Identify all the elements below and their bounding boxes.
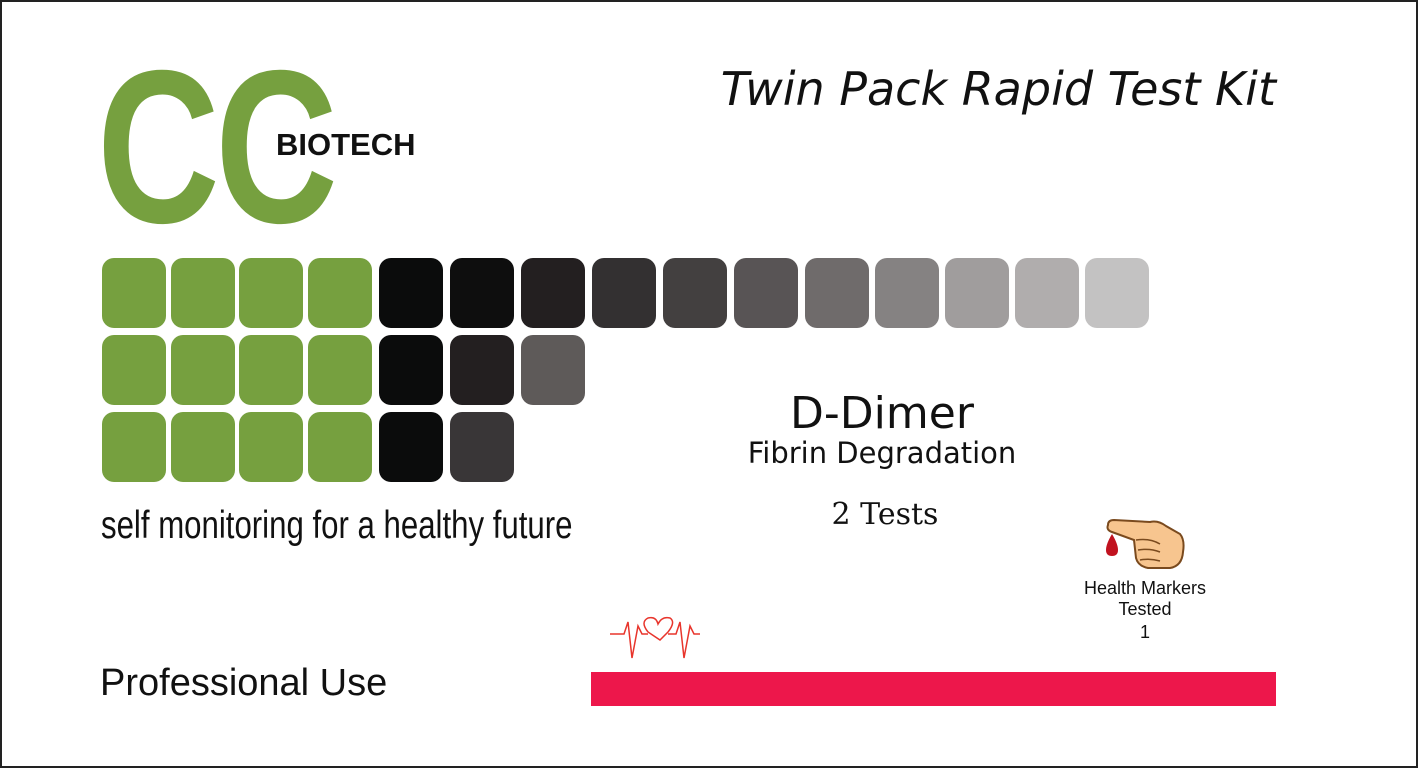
- heartbeat-left: [610, 621, 648, 659]
- heart: [643, 616, 674, 641]
- health-markers-label: Health Markers Tested: [1084, 578, 1206, 619]
- usage: Professional Use: [100, 662, 387, 704]
- square-grid: [102, 258, 1149, 482]
- finger-prick-icon: [1106, 518, 1185, 569]
- tagline: self monitoring for a healthy future: [101, 504, 572, 547]
- title: Twin Pack Rapid Test Kit: [721, 62, 1278, 116]
- health-markers-line: Tested: [1118, 599, 1171, 619]
- product-subtitle: Fibrin Degradation: [748, 436, 1017, 470]
- green-squares: [102, 258, 372, 482]
- accent-bar: [591, 672, 1276, 706]
- logo-name: BIOTECH: [276, 127, 416, 162]
- test-count: 2 Tests: [832, 497, 939, 532]
- product-name: D-Dimer: [790, 388, 975, 439]
- health-markers-line: Health Markers: [1084, 578, 1206, 598]
- tagline-group: self monitoring for a healthy future: [101, 504, 572, 547]
- health-markers-count: 1: [1140, 622, 1150, 642]
- logo-mark: CC: [97, 26, 333, 269]
- heartbeat-right: [668, 621, 700, 659]
- logo-mark-group: CC: [97, 26, 338, 269]
